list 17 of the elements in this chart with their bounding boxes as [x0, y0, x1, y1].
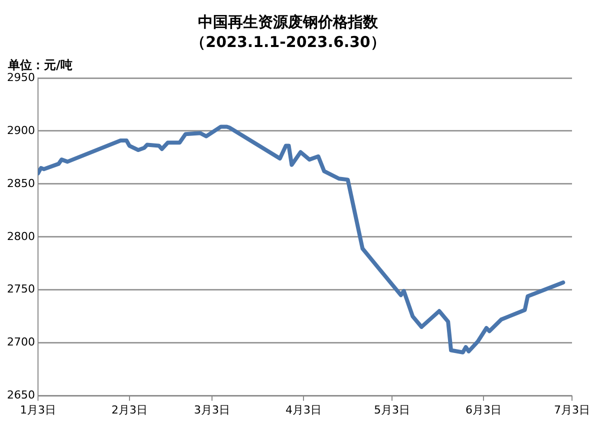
x-tick-label: 2月3日 — [111, 403, 148, 416]
y-axis-title: 单位：元/吨 — [7, 58, 72, 72]
y-tick-label: 2700 — [6, 336, 35, 349]
x-tick-label: 6月3日 — [465, 403, 502, 416]
x-tick-label: 5月3日 — [374, 403, 410, 416]
x-tick-label: 7月3日 — [554, 403, 590, 416]
y-tick-label: 2650 — [6, 388, 35, 402]
y-tick-label: 2800 — [6, 230, 35, 243]
y-tick-label: 2900 — [6, 124, 35, 137]
x-tick-label: 3月3日 — [194, 403, 230, 416]
x-tick-label: 4月3日 — [286, 403, 322, 416]
y-tick-label: 2750 — [6, 282, 35, 296]
y-tick-label: 2950 — [6, 70, 35, 84]
y-tick-label: 2850 — [6, 176, 35, 190]
chart-subtitle: （2023.1.1-2023.6.30） — [190, 32, 386, 51]
x-tick-label: 1月3日 — [20, 403, 56, 416]
chart-title: 中国再生资源废钢价格指数 — [198, 12, 379, 31]
